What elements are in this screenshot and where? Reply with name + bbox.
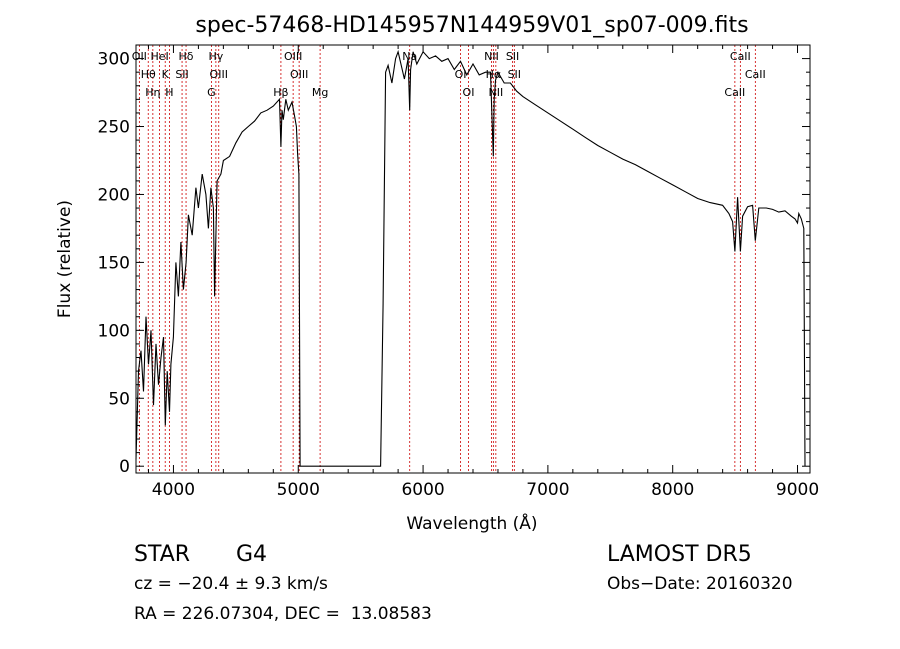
line-marker-label: CaII — [730, 50, 751, 63]
line-marker-label: Hα — [486, 68, 502, 81]
spectral-subclass: G4 — [236, 542, 268, 567]
line-marker-label: SII — [506, 50, 519, 63]
line-marker-label: H — [165, 86, 173, 99]
line-marker-label: CaII — [745, 68, 766, 81]
x-tick-label: 5000 — [277, 480, 320, 500]
y-axis-ticks: 0 50 100 150 200 250 300 — [98, 50, 810, 477]
y-tick-label: 50 — [108, 389, 130, 409]
line-marker-label: OI — [463, 86, 475, 99]
line-marker-label: NII — [484, 50, 499, 63]
y-tick-label: 150 — [98, 253, 130, 273]
line-marker-label: Mg — [312, 86, 328, 99]
y-tick-label: 250 — [98, 118, 130, 138]
survey-name: LAMOST DR5 — [607, 542, 752, 567]
line-marker-label: Hθ — [141, 68, 156, 81]
line-marker-label: SII — [175, 68, 188, 81]
redshift-velocity: cz = −20.4 ± 9.3 km/s — [134, 574, 328, 594]
x-tick-label: 4000 — [152, 480, 195, 500]
y-tick-label: 300 — [98, 50, 130, 70]
line-marker-label: OIII — [210, 68, 228, 81]
line-marker-label: OIII — [290, 68, 308, 81]
line-marker-label: Hβ — [273, 86, 288, 99]
line-marker-label: OIII — [284, 50, 302, 63]
y-tick-label: 0 — [119, 457, 130, 477]
line-marker-label: Hη — [145, 86, 160, 99]
x-tick-label: 8000 — [651, 480, 694, 500]
line-markers — [138, 45, 756, 473]
line-marker-labels: OIIHθHηHeIKHHδSIIGHγOIIIHβOIIIOIIIMgNaOI… — [132, 50, 766, 99]
line-marker-label: Hγ — [208, 50, 223, 63]
line-marker-label: K — [162, 68, 170, 81]
line-marker-label: G — [207, 86, 216, 99]
line-marker-label: CaII — [724, 86, 745, 99]
y-tick-label: 200 — [98, 185, 130, 205]
coordinates: RA = 226.07304, DEC = 13.08583 — [134, 604, 432, 624]
line-marker-label: NII — [488, 86, 503, 99]
spectrum-line — [135, 49, 806, 467]
line-marker-label: HeI — [150, 50, 168, 63]
line-marker-label: Hδ — [179, 50, 194, 63]
x-tick-label: 6000 — [401, 480, 444, 500]
chart-title: spec-57468-HD145957N144959V01_sp07-009.f… — [195, 13, 748, 38]
x-tick-label: 7000 — [526, 480, 569, 500]
x-tick-label: 9000 — [776, 480, 819, 500]
y-axis-label: Flux (relative) — [55, 200, 75, 318]
y-tick-label: 100 — [98, 321, 130, 341]
observation-date: Obs−Date: 20160320 — [607, 574, 793, 594]
plot-frame — [135, 44, 811, 474]
x-axis-label: Wavelength (Å) — [406, 512, 537, 534]
object-class: STAR — [134, 542, 191, 567]
line-marker-label: OI — [455, 68, 467, 81]
line-marker-label: SII — [508, 68, 521, 81]
line-marker-label: OII — [132, 50, 147, 63]
x-axis-ticks: 4000 5000 6000 7000 8000 9000 — [147, 45, 819, 500]
